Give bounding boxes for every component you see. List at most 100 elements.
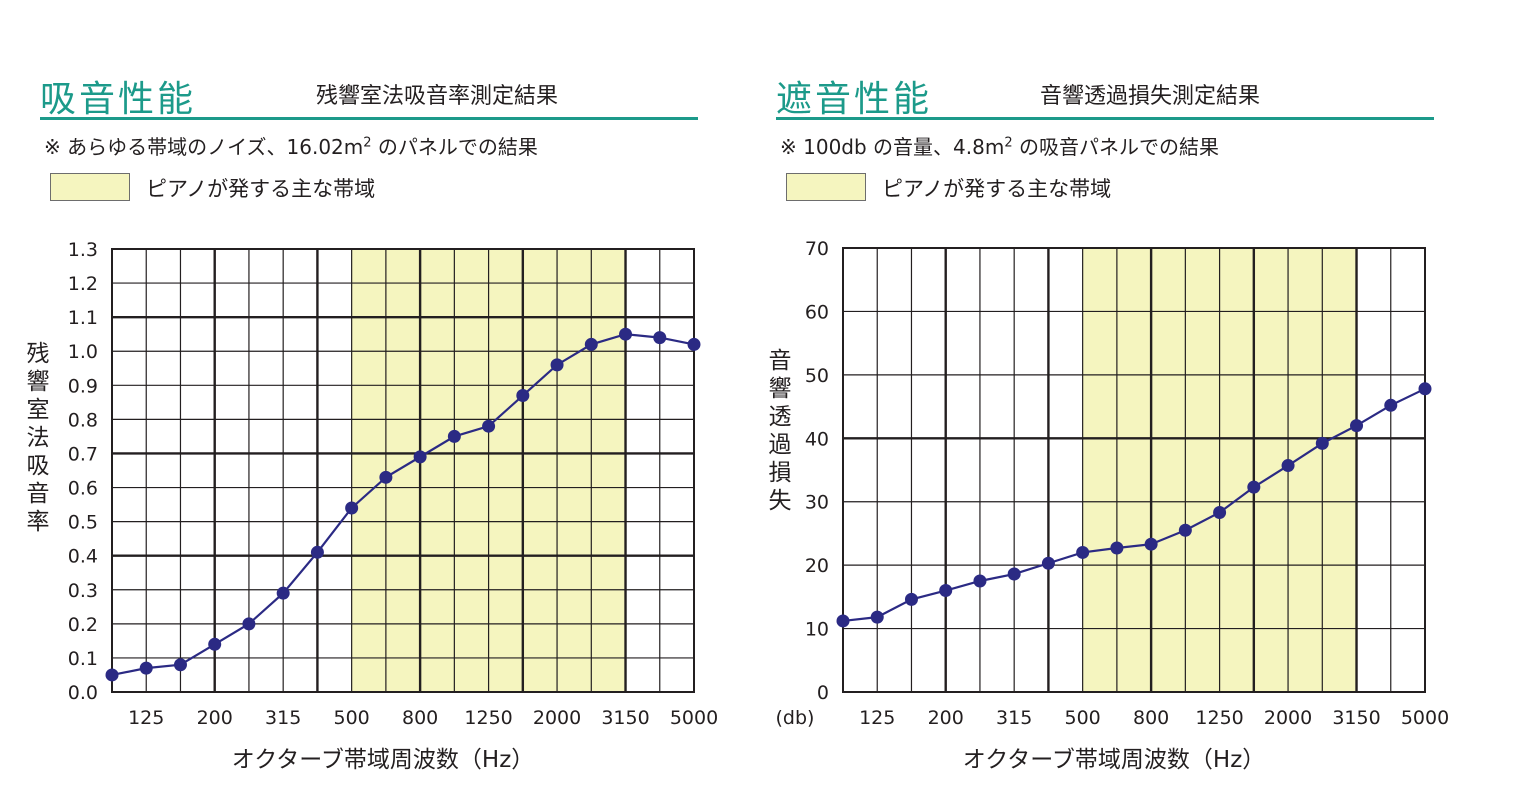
data-point (1144, 537, 1158, 551)
y-axis-label-char: 率 (27, 509, 50, 535)
x-tick-label: 800 (402, 707, 438, 729)
data-point (904, 592, 918, 606)
data-point (1247, 480, 1261, 494)
x-tick-label: 3150 (1332, 707, 1380, 729)
data-point (653, 331, 667, 345)
y-tick-label: 1.2 (68, 273, 98, 295)
y-axis-label-char: 損 (769, 460, 792, 486)
x-tick-label: 125 (859, 707, 895, 729)
y-axis-label-char: 室 (27, 397, 50, 423)
data-point (310, 545, 324, 559)
data-point (276, 586, 290, 600)
data-point (139, 661, 153, 675)
y-axis-label-char: 響 (769, 376, 792, 402)
y-tick-label: 0 (817, 682, 829, 704)
plot-frame (842, 247, 1426, 693)
x-tick-label: 200 (928, 707, 964, 729)
y-tick-label: 0.2 (68, 614, 98, 636)
x-axis-label: オクターブ帯域周波数（Hz） (963, 747, 1266, 773)
data-point (1076, 545, 1090, 559)
absorption-chart: 0.0 0.1 0.2 0.3 0.4 0.5 0.6 0.7 0.8 0.9 1.0 1.1 1.2 1… (27, 239, 719, 773)
chart-title: 音響透過損失測定結果 (1040, 84, 1261, 109)
y-tick-label: 30 (805, 492, 829, 514)
x-tick-label: 2000 (533, 707, 581, 729)
data-point (584, 337, 598, 351)
y-tick-label: 0.8 (68, 409, 98, 431)
y-axis-label-char: 透 (769, 404, 792, 430)
x-tick-label: 5000 (1401, 707, 1449, 729)
x-tick-label: 125 (128, 707, 164, 729)
data-point (939, 584, 953, 598)
note-superscript: 2 (1004, 135, 1013, 151)
legend-swatch (50, 173, 130, 201)
x-tick-label: 2000 (1264, 707, 1312, 729)
y-tick-label: 0.9 (68, 375, 98, 397)
measurement-note: ※ 100db の音量、4.8m2 の吸音パネルでの結果 (780, 131, 1219, 160)
data-point (836, 614, 850, 628)
legend-label: ピアノが発する主な帯域 (146, 177, 376, 201)
y-tick-label: 1.0 (68, 341, 98, 363)
data-point (1213, 505, 1227, 519)
data-point (242, 617, 256, 631)
data-point (447, 429, 461, 443)
data-point (550, 358, 564, 372)
y-tick-label: 0.0 (68, 682, 98, 704)
y-tick-label: 0.3 (68, 580, 98, 602)
y-axis-label-char: 吸 (27, 453, 50, 479)
y-tick-label: 0.7 (68, 443, 98, 465)
plot-frame (111, 248, 695, 693)
data-point (208, 637, 222, 651)
y-axis-label-char: 響 (27, 369, 50, 395)
x-tick-label: 3150 (601, 707, 649, 729)
note-text: ※ 100db の音量、4.8m (780, 135, 1005, 159)
data-point (1007, 567, 1021, 581)
data-point (482, 419, 496, 433)
y-tick-label: 40 (805, 428, 829, 450)
data-point (687, 337, 701, 351)
data-point (1281, 459, 1295, 473)
y-tick-label: 20 (805, 555, 829, 577)
legend-label: ピアノが発する主な帯域 (882, 177, 1112, 201)
y-unit-label: (db) (776, 707, 815, 729)
x-tick-label: 500 (1065, 707, 1101, 729)
y-tick-label: 0.6 (68, 478, 98, 500)
data-point (379, 470, 393, 484)
data-point (870, 610, 884, 624)
y-tick-label: 10 (805, 619, 829, 641)
legend-swatch (786, 173, 866, 201)
data-point (1178, 523, 1192, 537)
x-tick-label: 1250 (464, 707, 512, 729)
data-point (1350, 419, 1364, 433)
data-point (973, 574, 987, 588)
y-tick-label: 1.1 (68, 307, 98, 329)
x-tick-label: 315 (996, 707, 1032, 729)
y-tick-label: 50 (805, 365, 829, 387)
panel-sound-insulation: 遮音性能 音響透過損失測定結果 ※ 100db の音量、4.8m2 の吸音パネル… (736, 0, 1476, 797)
data-point (105, 668, 119, 682)
section-heading: 遮音性能 (776, 79, 933, 120)
note-suffix: の吸音パネルでの結果 (1012, 135, 1219, 159)
y-tick-label: 0.5 (68, 512, 98, 534)
data-point (1315, 436, 1329, 450)
y-axis-label-char: 過 (769, 432, 792, 458)
data-point (619, 327, 633, 341)
data-point (516, 389, 530, 403)
heading-rule (776, 117, 1434, 120)
data-point (1384, 398, 1398, 412)
data-point (1041, 556, 1055, 570)
section-heading: 吸音性能 (40, 79, 197, 120)
note-suffix: のパネルでの結果 (371, 135, 538, 159)
y-tick-label: 0.4 (68, 546, 98, 568)
x-tick-label: 200 (197, 707, 233, 729)
x-tick-label: 1250 (1195, 707, 1243, 729)
chart-title: 残響室法吸音率測定結果 (316, 84, 559, 109)
x-tick-label: 800 (1133, 707, 1169, 729)
measurement-note: ※ あらゆる帯域のノイズ、16.02m2 のパネルでの結果 (44, 131, 538, 160)
note-superscript: 2 (363, 135, 372, 151)
x-tick-label: 500 (334, 707, 370, 729)
y-axis-label-char: 法 (27, 425, 50, 451)
y-axis-label-char: 音 (27, 481, 50, 507)
data-point (345, 501, 359, 515)
data-point (1418, 382, 1432, 396)
x-tick-label: 315 (265, 707, 301, 729)
